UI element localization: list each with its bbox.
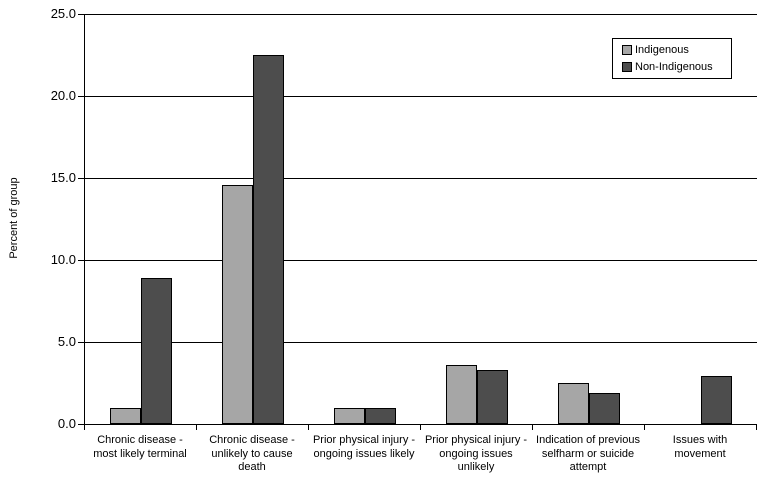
- legend: Indigenous Non-Indigenous: [612, 38, 732, 79]
- y-tick-mark: [78, 14, 84, 15]
- x-tick-mark: [308, 425, 309, 430]
- y-tick-mark: [78, 424, 84, 425]
- bar-indigenous-2: [334, 408, 365, 424]
- x-tick-mark: [196, 425, 197, 430]
- bar-non-indigenous-0: [141, 278, 172, 424]
- x-tick-mark: [532, 425, 533, 430]
- bar-indigenous-1: [222, 185, 253, 424]
- category-label: Prior physical injury - ongoing issues l…: [312, 434, 416, 460]
- bar-non-indigenous-5: [701, 376, 732, 424]
- legend-swatch-icon: [622, 62, 632, 72]
- category-label: Prior physical injury - ongoing issues u…: [424, 434, 528, 473]
- x-tick-mark: [756, 425, 757, 430]
- gridline: [85, 14, 757, 15]
- bar-non-indigenous-3: [477, 370, 508, 424]
- gridline: [85, 96, 757, 97]
- y-tick-label: 20.0: [50, 88, 76, 103]
- gridline: [85, 178, 757, 179]
- x-tick-mark: [84, 425, 85, 430]
- y-tick-label: 15.0: [50, 170, 76, 185]
- y-tick-label: 5.0: [57, 334, 76, 349]
- gridline: [85, 260, 757, 261]
- legend-item-non-indigenous: Non-Indigenous: [622, 61, 731, 73]
- bar-non-indigenous-1: [253, 55, 284, 424]
- bar-indigenous-0: [110, 408, 141, 424]
- y-tick-label: 10.0: [50, 252, 76, 267]
- category-label: Chronic disease - most likely terminal: [93, 434, 187, 460]
- y-axis-title: Percent of group: [8, 177, 20, 259]
- plot-area: [84, 14, 757, 425]
- y-tick-mark: [78, 342, 84, 343]
- y-tick-label: 25.0: [50, 6, 76, 21]
- bar-non-indigenous-4: [589, 393, 620, 424]
- x-tick-mark: [420, 425, 421, 430]
- bar-non-indigenous-2: [365, 408, 396, 424]
- legend-label: Indigenous: [635, 44, 689, 56]
- category-label: Chronic disease - unlikely to cause deat…: [209, 434, 295, 473]
- bar-indigenous-4: [558, 383, 589, 424]
- legend-label: Non-Indigenous: [635, 61, 713, 73]
- legend-swatch-icon: [622, 45, 632, 55]
- y-tick-label: 0.0: [57, 416, 76, 431]
- bar-indigenous-3: [446, 365, 477, 424]
- x-tick-mark: [644, 425, 645, 430]
- y-tick-mark: [78, 96, 84, 97]
- category-label: Issues with movement: [672, 434, 728, 460]
- y-tick-mark: [78, 178, 84, 179]
- y-tick-mark: [78, 260, 84, 261]
- gridline: [85, 342, 757, 343]
- legend-item-indigenous: Indigenous: [622, 44, 731, 56]
- category-label: Indication of previous selfharm or suici…: [536, 434, 640, 473]
